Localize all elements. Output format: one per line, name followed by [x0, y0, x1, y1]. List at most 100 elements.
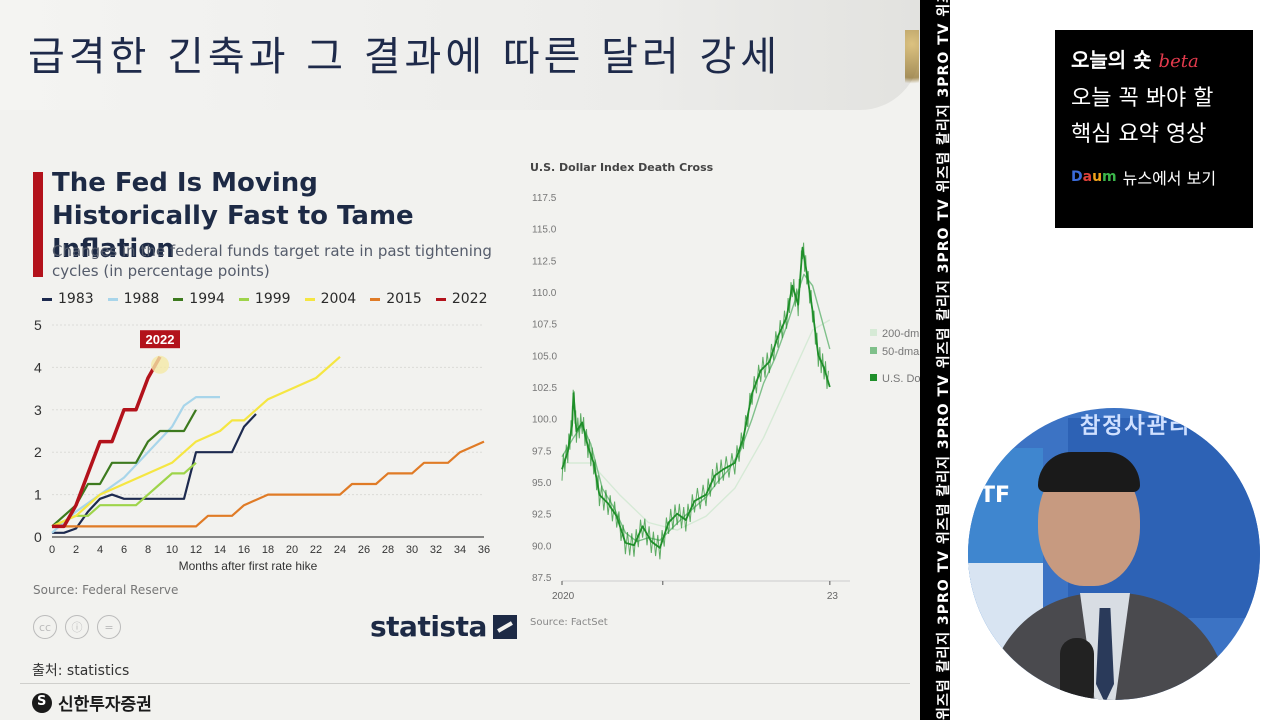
- side-panel: 오늘의 숏 beta 오늘 꼭 봐야 할 핵심 요약 영상 Daum 뉴스에서 …: [950, 0, 1280, 720]
- fed-chart-card: The Fed Is Moving Historically Fast to T…: [22, 155, 517, 655]
- y-tick-label: 110.0: [532, 288, 557, 299]
- legend-item-1988: 1988: [107, 291, 160, 307]
- channel-strip-text: 위즈덤 칼리지 3PRO TV 위즈덤 칼리지 3PRO TV 위즈덤 칼리지 …: [936, 0, 950, 720]
- y-tick-label: 115.0: [532, 225, 557, 236]
- channel-strip: 위즈덤 칼리지 3PRO TV 위즈덤 칼리지 3PRO TV 위즈덤 칼리지 …: [920, 0, 950, 720]
- dollar-legend-label: 200-dm: [882, 328, 919, 340]
- dollar-legend-swatch: [870, 374, 877, 381]
- legend-swatch: [107, 297, 118, 301]
- x-tick-label: 36: [478, 544, 490, 556]
- x-tick-label: 6: [121, 544, 127, 556]
- accent-bar: [33, 172, 43, 277]
- presenter-webcam: 참정사관리 TF: [968, 408, 1260, 700]
- promo-beta: beta: [1158, 51, 1199, 72]
- presenter-hair: [1038, 452, 1140, 492]
- slide-source: 출처: statistics: [32, 663, 130, 679]
- legend-swatch: [435, 297, 446, 301]
- series-line-2015: [52, 440, 485, 528]
- dollar-index-card: U.S. Dollar Index Death Cross 87.5 90.0 92…: [520, 155, 920, 635]
- dollar-series-2: [562, 319, 831, 531]
- cc-icon: cc: [33, 615, 57, 639]
- annotation-label: 2022: [146, 332, 175, 347]
- x-tick-label: 4: [97, 544, 103, 556]
- y-tick-label: 1: [34, 487, 42, 503]
- x-tick-label: 14: [214, 544, 226, 556]
- legend-label: 1988: [123, 291, 160, 307]
- x-tick-label: 24: [334, 544, 346, 556]
- chart-legend: 1983 1988 1994 1999 2004 2015 2022: [42, 291, 487, 307]
- x-tick-label: 28: [382, 544, 394, 556]
- slide-title: 급격한 긴축과 그 결과에 따른 달러 강세: [28, 34, 782, 80]
- y-tick-label: 0: [34, 529, 42, 545]
- y-tick-label: 3: [34, 402, 42, 418]
- dollar-legend-label: U.S. Dol: [882, 373, 920, 385]
- series-line-1983: [52, 413, 257, 534]
- dollar-index-chart: 87.5 90.0 92.5 95.0 97.5 100.0 102.5 105.0 107.5…: [532, 193, 920, 602]
- legend-swatch: [238, 297, 249, 301]
- background-tf-text: TF: [980, 483, 1011, 508]
- y-tick-label: 105.0: [532, 351, 557, 362]
- x-tick-label: 8: [145, 544, 151, 556]
- x-tick-label: 0: [49, 544, 55, 556]
- nd-icon: =: [97, 615, 121, 639]
- legend-item-1983: 1983: [42, 291, 94, 307]
- daum-promo-banner[interactable]: 오늘의 숏 beta 오늘 꼭 봐야 할 핵심 요약 영상 Daum 뉴스에서 …: [1055, 30, 1253, 228]
- dollar-legend-swatch: [870, 329, 877, 336]
- daum-logo: Daum: [1071, 169, 1117, 185]
- microphone: [1060, 638, 1094, 700]
- chart-subtitle: Changes in the federal funds target rate…: [52, 242, 492, 280]
- y-tick-label: 4: [34, 359, 42, 375]
- x-tick-label: 10: [166, 544, 178, 556]
- legend-swatch: [304, 297, 315, 301]
- legend-label: 2022: [451, 291, 488, 307]
- y-tick-label: 2: [34, 444, 42, 460]
- legend-label: 1983: [58, 291, 94, 307]
- y-tick-label: 95.0: [532, 478, 552, 489]
- y-tick-label: 117.5: [532, 193, 557, 204]
- x-tick-label: 23: [827, 591, 839, 602]
- y-tick-label: 107.5: [532, 320, 557, 331]
- by-icon: ⓘ: [65, 615, 89, 639]
- license-icons: cc ⓘ =: [33, 615, 121, 639]
- series-line-2022: [52, 355, 162, 529]
- legend-swatch: [42, 297, 52, 301]
- legend-label: 1999: [254, 291, 291, 307]
- statista-wordmark: statista: [370, 610, 487, 643]
- y-tick-label: 102.5: [532, 383, 557, 394]
- x-tick-label: 30: [406, 544, 418, 556]
- legend-label: 2004: [320, 291, 357, 307]
- promo-head-text: 오늘의 숏: [1071, 48, 1152, 72]
- y-tick-label: 92.5: [532, 510, 552, 521]
- dollar-series-noise: [561, 242, 829, 560]
- series-line-2004: [51, 355, 341, 528]
- legend-item-1999: 1999: [238, 291, 291, 307]
- x-tick-label: 32: [430, 544, 442, 556]
- annotation-box: [140, 330, 180, 349]
- legend-label: 2015: [386, 291, 422, 307]
- statista-logo: statista: [370, 610, 517, 643]
- series-line-1988: [51, 396, 220, 534]
- shinhan-logo-icon: [32, 692, 52, 713]
- dollar-chart-source: Source: FactSet: [530, 617, 608, 628]
- presenter-tie: [1096, 608, 1114, 700]
- x-axis-label: Months after first rate hike: [179, 559, 318, 573]
- y-tick-label: 5: [34, 317, 42, 333]
- x-tick-label: 26: [358, 544, 370, 556]
- brand-logo: 신한투자증권: [32, 690, 152, 715]
- title-bar: [0, 0, 920, 110]
- y-tick-label: 112.5: [532, 256, 557, 267]
- brand-name: 신한투자증권: [58, 695, 152, 715]
- y-tick-label: 87.5: [532, 573, 552, 584]
- legend-item-2004: 2004: [304, 291, 357, 307]
- promo-foot-text: 뉴스에서 보기: [1122, 169, 1217, 188]
- presentation-slide: 급격한 긴축과 그 결과에 따른 달러 강세 The Fed Is Moving…: [0, 0, 920, 720]
- promo-footer: Daum 뉴스에서 보기: [1071, 165, 1237, 189]
- promo-line-1: 오늘 꼭 봐야 할: [1071, 86, 1214, 111]
- y-tick-label: 90.0: [532, 541, 552, 552]
- dollar-series-1: [561, 273, 831, 543]
- x-tick-label: 18: [262, 544, 274, 556]
- legend-swatch: [173, 297, 184, 301]
- statista-icon: [492, 614, 517, 639]
- x-tick-label: 12: [190, 544, 202, 556]
